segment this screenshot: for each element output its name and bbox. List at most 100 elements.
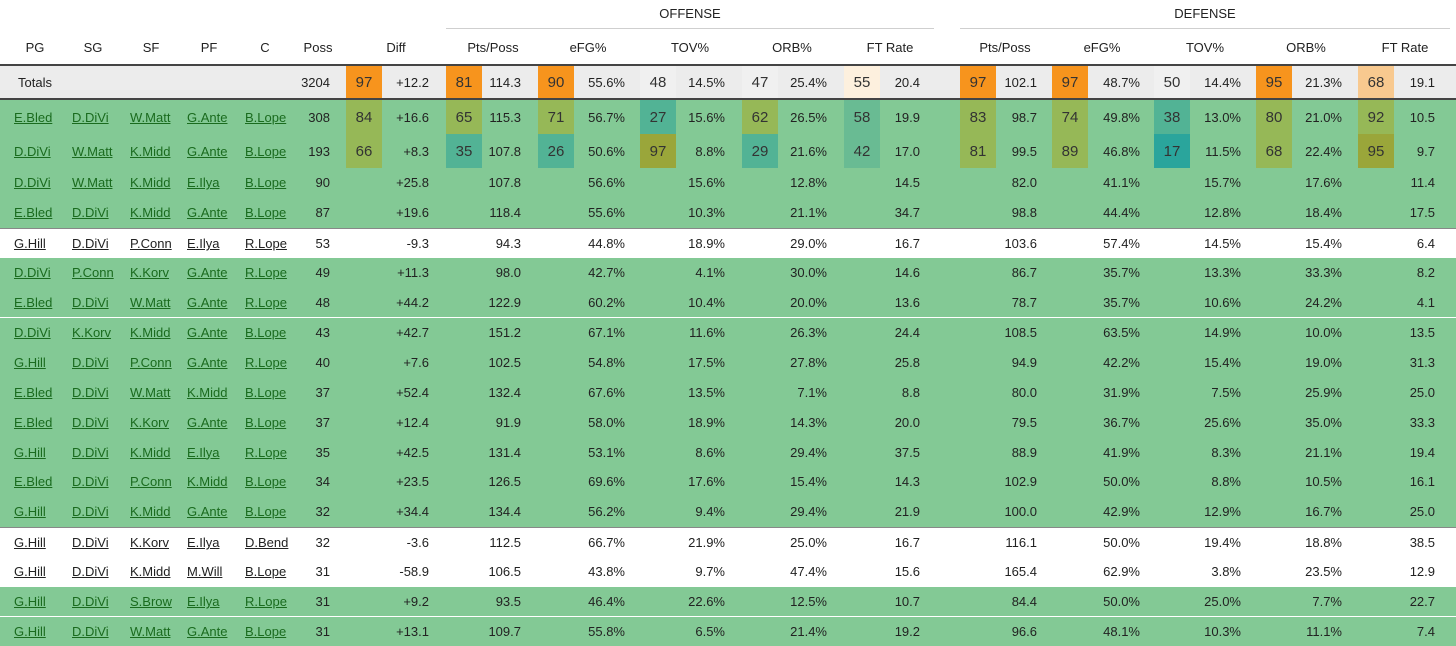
player-name[interactable]: D.DiVi	[14, 144, 51, 159]
player-name[interactable]: G.Ante	[187, 504, 227, 519]
player-link[interactable]: W.Matt	[130, 377, 184, 407]
player-link[interactable]: W.Matt	[130, 100, 184, 134]
player-name[interactable]: D.DiVi	[72, 110, 109, 125]
col-header[interactable]: Diff	[366, 30, 426, 64]
col-header[interactable]: SF	[128, 30, 174, 64]
player-name[interactable]: P.Conn	[130, 355, 172, 370]
player-name[interactable]: B.Lope	[245, 110, 286, 125]
player-name[interactable]: G.Hill	[14, 594, 46, 609]
player-name[interactable]: E.Bled	[14, 295, 52, 310]
player-name[interactable]: K.Korv	[130, 415, 169, 430]
player-link[interactable]: G.Ante	[187, 288, 241, 318]
player-name[interactable]: K.Midd	[187, 385, 227, 400]
player-link[interactable]: E.Ilya	[187, 168, 241, 198]
player-name[interactable]: D.DiVi	[72, 295, 109, 310]
col-header[interactable]: C	[244, 30, 286, 64]
player-link[interactable]: E.Bled	[14, 467, 68, 497]
player-link[interactable]: G.Ante	[187, 407, 241, 437]
player-link[interactable]: G.Ante	[187, 258, 241, 288]
player-link[interactable]: E.Ilya	[187, 528, 241, 558]
player-name[interactable]: E.Bled	[14, 205, 52, 220]
player-name[interactable]: B.Lope	[245, 474, 286, 489]
player-name[interactable]: E.Bled	[14, 474, 52, 489]
player-link[interactable]: K.Korv	[130, 528, 184, 558]
player-link[interactable]: P.Conn	[130, 347, 184, 377]
player-link[interactable]: K.Midd	[130, 134, 184, 168]
player-link[interactable]: K.Midd	[130, 557, 184, 587]
player-link[interactable]: D.DiVi	[72, 288, 126, 318]
col-header[interactable]: eFG%	[1052, 30, 1152, 64]
player-link[interactable]: E.Bled	[14, 407, 68, 437]
player-link[interactable]: G.Ante	[187, 617, 241, 646]
player-name[interactable]: D.DiVi	[14, 175, 51, 190]
col-header[interactable]: FT Rate	[1358, 30, 1452, 64]
player-name[interactable]: E.Ilya	[187, 445, 220, 460]
player-name[interactable]: G.Hill	[14, 624, 46, 639]
player-name[interactable]: G.Ante	[187, 355, 227, 370]
player-name[interactable]: W.Matt	[72, 144, 112, 159]
player-name[interactable]: R.Lope	[245, 355, 287, 370]
player-name[interactable]: W.Matt	[130, 110, 170, 125]
player-name[interactable]: G.Ante	[187, 415, 227, 430]
player-name[interactable]: K.Midd	[130, 325, 170, 340]
player-link[interactable]: P.Conn	[72, 258, 126, 288]
player-name[interactable]: R.Lope	[245, 265, 287, 280]
player-name[interactable]: G.Ante	[187, 265, 227, 280]
player-link[interactable]: D.DiVi	[14, 258, 68, 288]
player-name[interactable]: G.Ante	[187, 624, 227, 639]
player-link[interactable]: D.DiVi	[72, 587, 126, 617]
col-header[interactable]: TOV%	[1154, 30, 1256, 64]
player-name[interactable]: G.Ante	[187, 295, 227, 310]
player-name[interactable]: M.Will	[187, 564, 222, 579]
player-link[interactable]: G.Ante	[187, 318, 241, 348]
player-name[interactable]: D.DiVi	[72, 535, 109, 550]
player-link[interactable]: K.Midd	[130, 198, 184, 228]
player-name[interactable]: D.DiVi	[72, 504, 109, 519]
col-header[interactable]: Pts/Poss	[446, 30, 540, 64]
player-name[interactable]: G.Hill	[14, 504, 46, 519]
player-name[interactable]: K.Korv	[130, 265, 169, 280]
player-name[interactable]: B.Lope	[245, 144, 286, 159]
player-name[interactable]: K.Korv	[130, 535, 169, 550]
player-link[interactable]: E.Ilya	[187, 229, 241, 259]
player-name[interactable]: R.Lope	[245, 236, 287, 251]
player-link[interactable]: D.DiVi	[72, 377, 126, 407]
col-header[interactable]: FT Rate	[846, 30, 934, 64]
player-link[interactable]: W.Matt	[72, 134, 126, 168]
player-link[interactable]: D.DiVi	[72, 437, 126, 467]
player-link[interactable]: D.DiVi	[14, 168, 68, 198]
player-link[interactable]: G.Hill	[14, 557, 68, 587]
player-name[interactable]: D.DiVi	[72, 355, 109, 370]
player-name[interactable]: D.DiVi	[72, 474, 109, 489]
player-name[interactable]: G.Hill	[14, 535, 46, 550]
player-link[interactable]: D.DiVi	[72, 229, 126, 259]
player-name[interactable]: G.Hill	[14, 355, 46, 370]
player-name[interactable]: E.Ilya	[187, 535, 220, 550]
player-name[interactable]: E.Bled	[14, 415, 52, 430]
player-name[interactable]: G.Hill	[14, 236, 46, 251]
player-link[interactable]: P.Conn	[130, 467, 184, 497]
player-name[interactable]: K.Midd	[130, 564, 170, 579]
player-name[interactable]: K.Midd	[130, 445, 170, 460]
player-name[interactable]: G.Ante	[187, 205, 227, 220]
player-link[interactable]: G.Hill	[14, 347, 68, 377]
player-link[interactable]: E.Ilya	[187, 437, 241, 467]
player-link[interactable]: P.Conn	[130, 229, 184, 259]
player-name[interactable]: R.Lope	[245, 295, 287, 310]
player-link[interactable]: E.Ilya	[187, 587, 241, 617]
player-name[interactable]: D.DiVi	[72, 624, 109, 639]
player-name[interactable]: K.Midd	[130, 144, 170, 159]
player-link[interactable]: K.Midd	[130, 497, 184, 527]
player-link[interactable]: M.Will	[187, 557, 241, 587]
player-link[interactable]: G.Ante	[187, 100, 241, 134]
player-name[interactable]: D.DiVi	[72, 594, 109, 609]
player-name[interactable]: S.Brow	[130, 594, 172, 609]
player-link[interactable]: E.Bled	[14, 288, 68, 318]
player-name[interactable]: G.Ante	[187, 110, 227, 125]
player-name[interactable]: W.Matt	[130, 295, 170, 310]
player-link[interactable]: G.Hill	[14, 617, 68, 646]
player-name[interactable]: P.Conn	[72, 265, 114, 280]
player-name[interactable]: G.Ante	[187, 325, 227, 340]
player-link[interactable]: E.Bled	[14, 377, 68, 407]
player-link[interactable]: D.DiVi	[14, 134, 68, 168]
